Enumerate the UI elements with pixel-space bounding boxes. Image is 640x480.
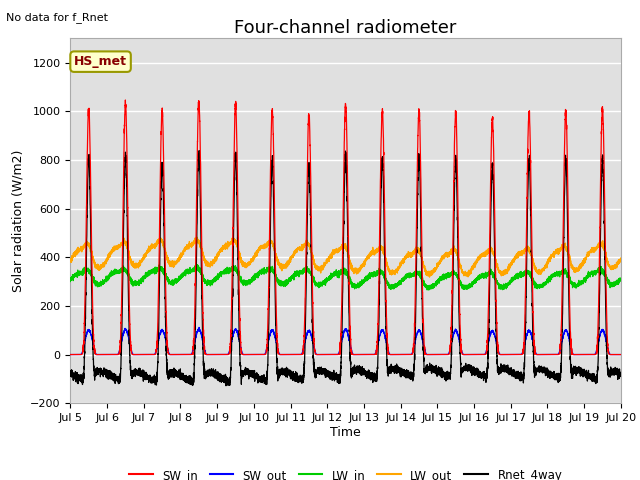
Y-axis label: Solar radiation (W/m2): Solar radiation (W/m2) (12, 150, 24, 292)
X-axis label: Time: Time (330, 426, 361, 439)
Title: Four-channel radiometer: Four-channel radiometer (234, 19, 457, 37)
Legend: SW_in, SW_out, LW_in, LW_out, Rnet_4way: SW_in, SW_out, LW_in, LW_out, Rnet_4way (124, 464, 567, 480)
Text: HS_met: HS_met (74, 55, 127, 68)
Text: No data for f_Rnet: No data for f_Rnet (6, 12, 108, 23)
